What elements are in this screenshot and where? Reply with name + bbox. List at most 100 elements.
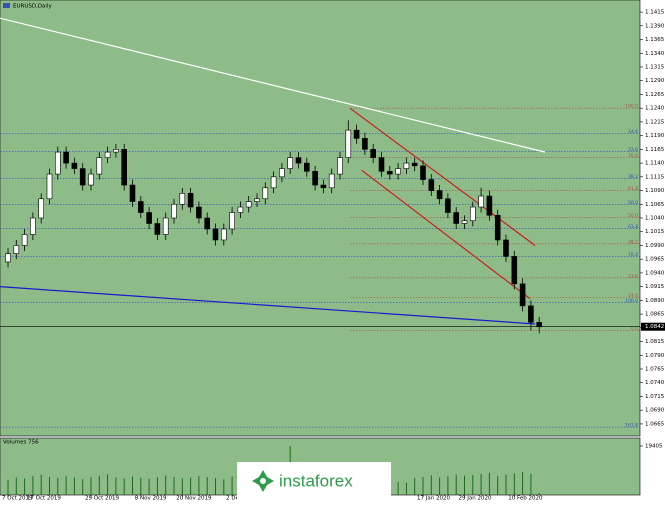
candle-body xyxy=(204,217,210,230)
candle-body xyxy=(328,173,335,189)
candle-body xyxy=(303,162,310,172)
y-tick-label: 1.0790 xyxy=(645,353,665,359)
candle-body xyxy=(179,192,186,205)
trend-line xyxy=(0,17,546,153)
candle-body xyxy=(79,168,86,186)
candle-body xyxy=(162,217,169,235)
y-tick-label: 1.1290 xyxy=(645,78,665,84)
level-label: 161.8 xyxy=(625,423,638,429)
y-tick-label: 1.1240 xyxy=(645,106,665,112)
candle-body xyxy=(38,198,45,219)
candle-body xyxy=(511,256,518,285)
y-tick-label: 1.1415 xyxy=(645,10,665,16)
candle-body xyxy=(428,179,435,191)
y-tick-label: 1.1390 xyxy=(645,23,665,29)
trend-line xyxy=(349,107,536,246)
candle-body xyxy=(138,201,144,213)
x-tick-label: 10 Feb 2020 xyxy=(508,496,543,502)
candle-body xyxy=(403,162,410,169)
y-tick-label: 1.1365 xyxy=(645,37,665,43)
y-tick-label: 1.1140 xyxy=(645,161,665,167)
y-tick-label: 1.0740 xyxy=(645,380,665,386)
candle-body xyxy=(154,223,161,235)
candle-body xyxy=(461,220,468,224)
y-tick-label: 1.0665 xyxy=(645,421,665,427)
level-label: 38.2 xyxy=(628,239,638,245)
y-tick-label: 1.1090 xyxy=(645,188,665,194)
levels-layer: 100.014.623.676.438.261.850.050.061.838.… xyxy=(0,104,640,429)
candle-body xyxy=(63,151,69,164)
symbol-icon xyxy=(3,3,10,8)
y-tick-label: 1.0765 xyxy=(645,367,665,373)
candle-body xyxy=(345,129,352,158)
candle-body xyxy=(229,212,235,230)
level-label: 38.2 xyxy=(628,174,638,180)
y-tick-label: 1.0815 xyxy=(645,339,665,345)
x-tick-label: 29 Oct 2019 xyxy=(85,496,120,502)
candle-body xyxy=(320,184,327,189)
x-tick-label: 7 Oct 2019 xyxy=(2,496,33,502)
candle-body xyxy=(295,157,302,164)
x-tick-label: 17 Jan 2020 xyxy=(417,496,450,502)
level-label: 76.4 xyxy=(628,252,638,258)
y-tick-label: 1.0940 xyxy=(645,270,665,276)
x-tick-label: 8 Nov 2019 xyxy=(135,496,167,502)
y-tick-label: 1.1015 xyxy=(645,229,665,235)
candle-body xyxy=(445,198,451,213)
y-tick-label: 1.0890 xyxy=(645,298,665,304)
x-tick-label: 29 Jan 2020 xyxy=(459,496,492,502)
candle-body xyxy=(113,149,119,153)
watermark-text: instaforex xyxy=(279,471,353,490)
y-tick-label: 1.1340 xyxy=(645,51,665,57)
level-label: 61.8 xyxy=(628,186,638,192)
y-tick-label: 1.1265 xyxy=(645,92,665,98)
candle-body xyxy=(453,212,460,224)
watermark: instaforex xyxy=(237,462,391,501)
candle-body xyxy=(129,184,136,202)
candle-body xyxy=(536,322,543,328)
volume-tick-label: 19405 xyxy=(645,444,663,450)
y-tick-label: 1.0965 xyxy=(645,257,665,263)
candle-body xyxy=(287,157,294,169)
candle-body xyxy=(71,162,78,169)
candle-body xyxy=(88,173,94,186)
price-panel xyxy=(0,0,641,437)
candle-body xyxy=(54,151,61,175)
candles-layer xyxy=(5,120,543,495)
y-tick-label: 1.1190 xyxy=(645,133,665,139)
x-tick-label: 17 Oct 2019 xyxy=(27,496,62,502)
candle-body xyxy=(378,157,385,172)
y-tick-label: 1.0990 xyxy=(645,243,665,249)
candle-body xyxy=(395,168,401,175)
candle-body xyxy=(30,217,36,235)
candle-body xyxy=(411,162,418,167)
level-label: 0.0 xyxy=(631,326,638,332)
candle-body xyxy=(353,129,360,139)
level-label: 23.6 xyxy=(628,147,638,153)
level-label: 100.0 xyxy=(625,298,638,304)
candle-body xyxy=(21,234,28,246)
candle-body xyxy=(46,173,53,200)
y-tick-label: 1.1215 xyxy=(645,119,665,125)
trend-line xyxy=(361,169,531,300)
candle-body xyxy=(337,157,343,175)
candle-body xyxy=(237,206,244,213)
trend-lines-layer xyxy=(0,17,640,328)
candle-body xyxy=(312,171,318,186)
candle-body xyxy=(212,228,219,241)
candle-body xyxy=(121,149,127,186)
level-label: 76.4 xyxy=(628,153,638,159)
trend-line xyxy=(0,286,536,325)
watermark-dot xyxy=(260,478,266,484)
candle-body xyxy=(503,239,509,257)
candle-body xyxy=(187,192,194,208)
candle-body xyxy=(279,168,285,178)
last-price-label: 1.0842 xyxy=(645,324,664,330)
level-label: 14.6 xyxy=(628,293,638,299)
candle-body xyxy=(494,214,501,241)
y-tick-label: 1.0915 xyxy=(645,284,665,290)
candle-body xyxy=(436,190,443,200)
candle-body xyxy=(13,245,20,254)
